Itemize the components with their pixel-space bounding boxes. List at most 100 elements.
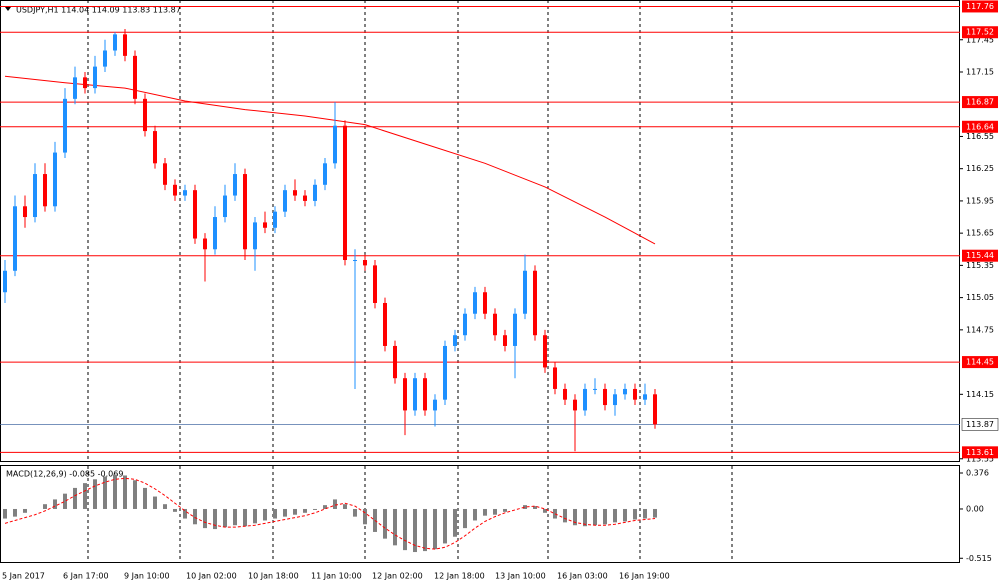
x-tick-label: 11 Jan 10:00 — [311, 572, 362, 581]
candle-body — [403, 378, 407, 411]
macd-bar — [83, 483, 87, 509]
x-tick-label: 16 Jan 03:00 — [557, 572, 608, 581]
y-tick-label: 115.05 — [966, 293, 994, 302]
candle-body — [453, 335, 457, 346]
macd-bar — [233, 508, 237, 526]
candle-body — [233, 174, 237, 196]
macd-bar — [283, 508, 287, 517]
candle-body — [53, 152, 57, 207]
macd-bar — [613, 508, 617, 523]
candle-body — [393, 345, 397, 379]
candle-body — [153, 131, 157, 164]
x-tick-label: 10 Jan 18:00 — [248, 572, 299, 581]
title-arrow — [5, 7, 11, 11]
macd-bar — [333, 499, 337, 509]
candle-body — [643, 394, 647, 400]
last-price-bg — [961, 418, 999, 431]
macd-bar — [123, 475, 127, 509]
x-tick-label: 12 Jan 18:00 — [434, 572, 485, 581]
candle-body — [263, 222, 267, 228]
macd-bar — [473, 508, 477, 521]
macd-bar — [353, 508, 357, 517]
y-tick-label: 117.15 — [966, 67, 994, 76]
macd-bar — [303, 508, 307, 513]
macd-bar — [13, 508, 17, 517]
x-tick-label: 6 Jan 17:00 — [63, 572, 109, 581]
last-price-label: 113.87 — [966, 420, 994, 429]
candle-body — [553, 367, 557, 389]
candle-body — [503, 335, 507, 346]
macd-bar — [203, 508, 207, 529]
level-label-bg — [962, 96, 998, 109]
candle-body — [433, 399, 437, 411]
level-label-bg — [962, 120, 998, 133]
candle-body — [493, 313, 497, 336]
macd-bar — [343, 504, 347, 509]
candle-body — [423, 378, 427, 411]
macd-bar — [403, 508, 407, 551]
macd-bar — [323, 505, 327, 509]
level-label: 113.61 — [966, 448, 994, 457]
y-tick-label: 116.55 — [966, 132, 994, 141]
level-label-bg — [962, 446, 998, 459]
candle-body — [283, 190, 287, 212]
candle-body — [313, 184, 317, 201]
macd-bar — [133, 480, 137, 509]
y-tick-label: 117.45 — [966, 35, 994, 44]
macd-bar — [103, 476, 107, 509]
macd-bar — [523, 505, 527, 509]
candle-body — [603, 388, 607, 406]
macd-bar — [193, 508, 197, 525]
x-tick-label: 5 Jan 2017 — [2, 572, 45, 581]
macd-bar — [63, 493, 67, 509]
candle-body — [43, 174, 47, 207]
macd-bar — [43, 504, 47, 509]
macd-bar — [483, 508, 487, 516]
candle-body — [273, 211, 277, 228]
macd-bar — [53, 499, 57, 509]
candle-body — [113, 34, 117, 51]
y-tick-label: 114.15 — [966, 390, 994, 399]
candle-body — [123, 34, 127, 56]
macd-bar — [313, 508, 317, 510]
macd-bar — [73, 487, 77, 509]
macd-bar — [533, 506, 537, 509]
level-label-bg — [962, 26, 998, 39]
macd-bar — [243, 508, 247, 527]
candle-body — [133, 55, 137, 99]
candle-body — [253, 222, 257, 250]
x-tick-label: 12 Jan 02:00 — [372, 572, 423, 581]
macd-bar — [363, 508, 367, 525]
y-tick-label: 113.55 — [966, 454, 994, 463]
candle-body — [563, 388, 567, 400]
macd-bar — [413, 508, 417, 553]
candle-body — [143, 98, 147, 132]
moving-average — [4, 75, 656, 245]
candle-body — [483, 292, 487, 314]
candle-body — [633, 388, 637, 400]
macd-bar — [93, 479, 97, 509]
y-tick-label: 114.75 — [966, 325, 994, 334]
macd-bar — [463, 508, 467, 529]
macd-bar — [253, 508, 257, 524]
candle-body — [203, 238, 207, 250]
macd-title: MACD(12,26,9) -0.085 -0.069 — [6, 470, 123, 479]
macd-bar — [563, 508, 567, 523]
candle-body — [93, 66, 97, 89]
candle-body — [243, 174, 247, 250]
candle-body — [223, 195, 227, 218]
candle-body — [213, 217, 217, 250]
x-tick-label: 10 Jan 02:00 — [186, 572, 237, 581]
candle-body — [513, 313, 517, 346]
macd-bar — [153, 496, 157, 509]
level-label: 117.52 — [966, 28, 994, 37]
candle-body — [23, 206, 27, 218]
level-label: 116.64 — [966, 122, 994, 131]
candle-body — [303, 195, 307, 201]
x-tick-label: 9 Jan 10:00 — [124, 572, 170, 581]
y-tick-label: 0.376 — [966, 468, 989, 477]
macd-bar — [383, 508, 387, 539]
candle-body — [103, 50, 107, 67]
candle-body — [163, 163, 167, 185]
macd-bar — [223, 508, 227, 528]
